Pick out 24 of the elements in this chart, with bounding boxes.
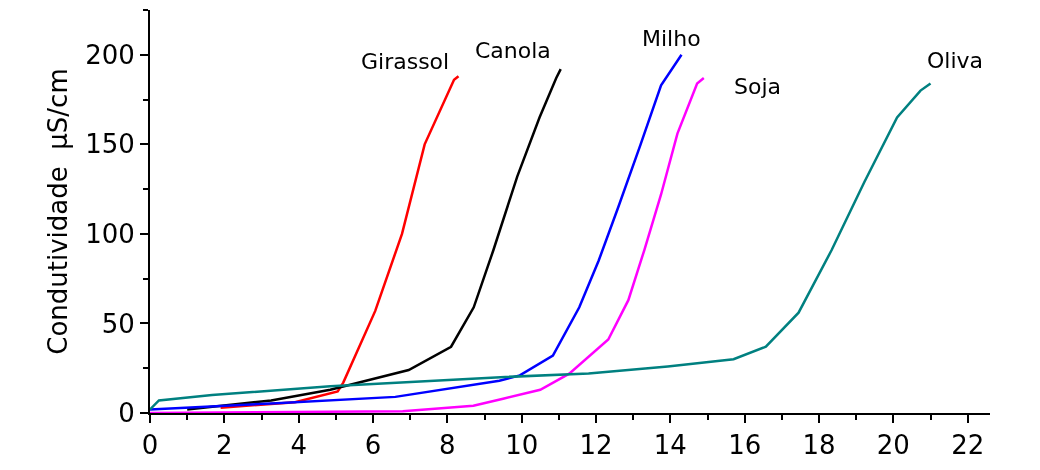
x-tick-label: 14: [653, 430, 687, 461]
series-label: Milho: [642, 26, 701, 51]
series-label: Oliva: [927, 48, 984, 73]
y-tick-label: 0: [118, 398, 135, 429]
x-tick-label: 10: [505, 430, 539, 461]
y-tick-label: 200: [85, 39, 135, 70]
x-tick-label: 18: [802, 430, 836, 461]
x-tick-label: 22: [951, 430, 985, 461]
y-tick-label: 100: [85, 218, 135, 249]
line-series: [185, 67, 562, 411]
y-tick-label: 50: [101, 308, 135, 339]
series-label: Canola: [475, 38, 551, 63]
x-tick-label: 12: [579, 430, 613, 461]
series-label: Girassol: [361, 49, 450, 74]
x-tick-label: 2: [216, 430, 233, 461]
y-axis-title: Condutividade µS/cm: [43, 68, 74, 355]
x-tick-label: 8: [439, 430, 456, 461]
x-tick-label: 0: [141, 430, 159, 461]
x-tick-label: 20: [876, 430, 910, 461]
y-tick-label: 150: [85, 129, 135, 160]
x-tick-label: 16: [728, 430, 762, 461]
x-tick-label: 6: [364, 430, 382, 461]
x-tick-label: 4: [290, 430, 307, 461]
series-label: Soja: [734, 74, 782, 99]
